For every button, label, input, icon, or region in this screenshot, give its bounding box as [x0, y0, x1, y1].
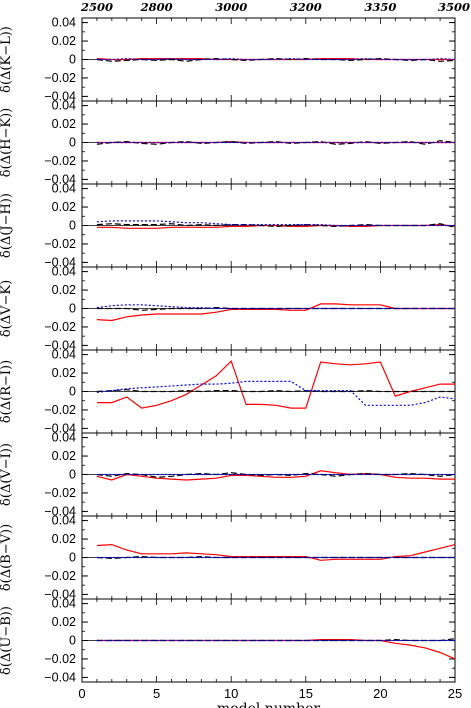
- y-tick-label: 0: [69, 468, 76, 482]
- y-tick-label: −0.02: [44, 403, 76, 417]
- top-axis-label: 3200: [290, 0, 322, 14]
- panel-ylabel: δ(Δ(B−V)): [0, 524, 14, 591]
- panel-ylabel: δ(Δ(R−I)): [0, 360, 14, 423]
- series-line: [96, 638, 456, 660]
- y-tick-label: 0.02: [52, 200, 76, 214]
- y-tick-label: −0.02: [44, 652, 76, 666]
- panel-ylabel: δ(ΔV−K): [0, 280, 14, 337]
- y-tick-label: 0: [69, 302, 76, 316]
- y-tick-label: 0.02: [52, 117, 76, 131]
- series-line: [96, 57, 456, 62]
- top-axis-label: 3350: [364, 0, 396, 14]
- y-tick-label: −0.02: [44, 154, 76, 168]
- y-tick-label: −0.02: [44, 569, 76, 583]
- series-line: [96, 555, 455, 560]
- y-tick-label: 0.04: [52, 514, 76, 528]
- x-tick-label: 25: [448, 686, 462, 701]
- series-line: [96, 304, 455, 310]
- y-tick-label: −0.04: [44, 338, 76, 352]
- y-tick-label: 0.04: [52, 265, 76, 279]
- panel-ylabel: δ(Δ(H−K)): [0, 108, 14, 177]
- y-tick-label: −0.02: [44, 237, 76, 251]
- y-tick-label: −0.02: [44, 320, 76, 334]
- y-tick-label: −0.02: [44, 71, 76, 85]
- y-tick-label: −0.04: [44, 421, 76, 435]
- top-axis-label: 2500: [80, 0, 113, 14]
- panel-ylabel: δ(Δ(J−H)): [0, 193, 14, 258]
- y-tick-label: −0.04: [44, 255, 76, 269]
- y-tick-label: 0.04: [52, 182, 76, 196]
- series-line: [96, 360, 455, 409]
- y-tick-label: 0.04: [52, 348, 76, 362]
- top-axis-label: 3500: [438, 0, 470, 14]
- x-tick-label: 10: [224, 686, 238, 701]
- y-tick-label: 0: [69, 136, 76, 150]
- panel-ylabel: δ(Δ(K−L)): [0, 26, 14, 93]
- series-line: [96, 638, 456, 642]
- x-tick-label: 5: [153, 686, 160, 701]
- series-line: [96, 380, 456, 406]
- y-tick-label: 0.02: [52, 366, 76, 380]
- y-tick-label: −0.04: [44, 587, 76, 601]
- series-line: [96, 470, 455, 481]
- y-tick-label: −0.02: [44, 486, 76, 500]
- x-tick-label: 15: [299, 686, 313, 701]
- series-line: [96, 140, 456, 145]
- x-tick-label: 0: [78, 686, 85, 701]
- series-line: [96, 306, 455, 311]
- y-tick-label: −0.04: [44, 172, 76, 186]
- series-line: [96, 389, 455, 393]
- series-line: [96, 543, 456, 561]
- y-tick-label: 0.02: [52, 615, 76, 629]
- y-tick-label: 0: [69, 551, 76, 565]
- y-tick-label: 0.04: [52, 597, 76, 611]
- x-tick-label: 20: [373, 686, 387, 701]
- top-axis-label: 3000: [215, 0, 247, 14]
- y-tick-label: −0.04: [44, 89, 76, 103]
- y-tick-label: 0: [69, 385, 76, 399]
- y-tick-label: 0.02: [52, 34, 76, 48]
- y-tick-label: 0: [69, 219, 76, 233]
- x-axis-title: model number: [217, 701, 320, 708]
- y-tick-label: 0: [69, 53, 76, 67]
- y-tick-label: 0.04: [52, 431, 76, 445]
- y-tick-label: 0.02: [52, 532, 76, 546]
- y-tick-label: −0.04: [44, 670, 76, 684]
- series-line: [96, 303, 455, 322]
- series-line: [96, 472, 456, 478]
- series-line: [96, 223, 456, 228]
- panel-ylabel: δ(Δ(U−B)): [0, 606, 14, 675]
- y-tick-label: 0.04: [52, 16, 76, 30]
- y-tick-label: 0: [69, 634, 76, 648]
- series-line: [96, 220, 455, 227]
- y-tick-label: 0.02: [52, 449, 76, 463]
- panel-ylabel: δ(Δ(V−I)): [0, 443, 14, 506]
- y-tick-label: −0.04: [44, 504, 76, 518]
- y-tick-label: 0.02: [52, 283, 76, 297]
- y-tick-label: 0.04: [52, 99, 76, 113]
- top-axis-label: 2800: [140, 0, 173, 14]
